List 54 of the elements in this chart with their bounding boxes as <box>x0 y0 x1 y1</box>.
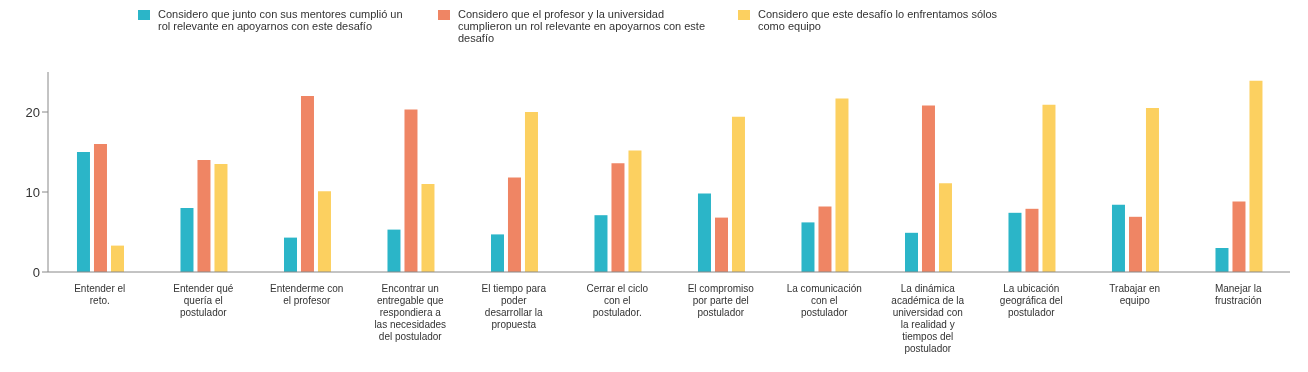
y-tick-label: 10 <box>25 184 40 200</box>
bar <box>180 208 194 272</box>
bar <box>628 150 642 272</box>
bar <box>1232 201 1246 272</box>
x-tick-label: La comunicación con el postulador <box>786 283 862 318</box>
x-tick-label: Entender qué quería el postulador <box>173 283 234 318</box>
bar <box>904 232 918 272</box>
x-tick-label: La ubicación geográfica del postulador <box>999 283 1063 318</box>
bar <box>93 144 107 272</box>
bar <box>507 177 521 272</box>
bar <box>317 191 331 272</box>
bar <box>76 152 90 272</box>
bar <box>214 164 228 272</box>
x-tick-label: La dinámica académica de la universidad con la realidad y tiempos del postulador <box>891 283 965 354</box>
legend-label: Considero que junto con sus mentores cumplió un rol relevante en apoyarnos con este desafío <box>158 8 404 32</box>
bar <box>1008 212 1022 272</box>
x-tick-label: Cerrar el ciclo con el postulador. <box>586 283 649 318</box>
bar <box>300 96 314 272</box>
x-tick-label: El tiempo para poder desarrollar la propuesta <box>481 283 547 330</box>
x-tick-label: Trabajar en equipo <box>1109 283 1161 306</box>
bar <box>421 184 435 272</box>
bar <box>697 193 711 272</box>
legend-label: Considero que este desafío lo enfrentamos sólos como equipo <box>758 8 999 32</box>
x-tick-label: Manejar la frustración <box>1214 283 1263 306</box>
bar <box>938 183 952 272</box>
bar <box>731 116 745 272</box>
x-tick-label: Encontrar un entregable que respondiera a las necesidades del postulador <box>374 283 447 342</box>
bar <box>801 222 815 272</box>
y-tick-label: 20 <box>25 104 40 120</box>
bar <box>921 105 935 272</box>
bar <box>387 229 401 272</box>
bar <box>1145 108 1159 272</box>
bar <box>490 234 504 272</box>
bar <box>1128 216 1142 272</box>
bar <box>1042 104 1056 272</box>
legend-label: Considero que el profesor y la universidad cumplieron un rol relevante en apoyarnos con este desafío <box>458 8 707 44</box>
bar <box>524 112 538 272</box>
bar <box>404 109 418 272</box>
bar <box>110 245 124 272</box>
bar <box>283 237 297 272</box>
bar <box>1215 248 1229 272</box>
bar <box>594 215 608 272</box>
x-tick-label: Entenderme con el profesor <box>270 283 344 306</box>
x-tick-label: Entender el reto. <box>74 283 126 306</box>
bar <box>611 163 625 272</box>
bar <box>197 160 211 272</box>
y-tick-label: 0 <box>32 264 40 280</box>
x-tick-label: El compromiso por parte del postulador <box>687 283 755 318</box>
bar <box>835 98 849 272</box>
bar <box>1249 80 1263 272</box>
bar <box>818 206 832 272</box>
bar <box>1025 208 1039 272</box>
bar <box>1111 204 1125 272</box>
bar <box>714 217 728 272</box>
